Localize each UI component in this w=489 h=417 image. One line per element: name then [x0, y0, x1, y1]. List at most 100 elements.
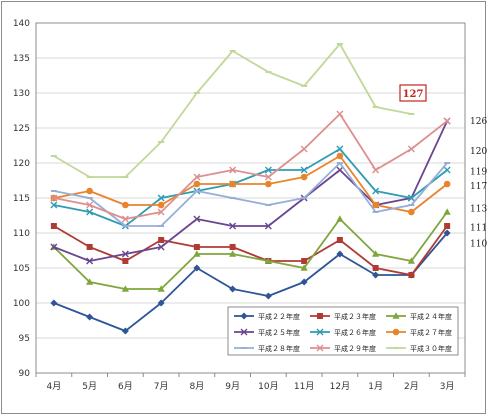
data-point [86, 197, 93, 199]
data-point [317, 313, 323, 319]
series-line [53, 148, 448, 227]
data-point [229, 222, 237, 230]
data-point [407, 145, 415, 153]
x-tick-label: 11月 [294, 381, 314, 392]
data-point [241, 347, 247, 349]
y-tick-label: 105 [13, 264, 30, 274]
data-point [193, 264, 201, 272]
data-point [301, 197, 308, 199]
data-point [50, 155, 57, 157]
data-point [229, 250, 237, 257]
data-point [158, 225, 165, 227]
y-tick-label: 130 [13, 89, 30, 99]
data-point [336, 145, 344, 153]
data-point [316, 328, 324, 336]
data-point [336, 215, 344, 222]
data-point [265, 204, 272, 206]
end-value-label: 119 [470, 167, 487, 177]
data-point [372, 201, 379, 209]
data-point [157, 285, 165, 292]
data-point [336, 43, 343, 45]
data-point [408, 113, 415, 115]
data-point [122, 201, 129, 209]
data-point [393, 347, 399, 349]
data-point [193, 215, 201, 223]
series-7 [50, 162, 451, 227]
series-line [53, 162, 448, 227]
data-point [50, 243, 58, 251]
legend-label: 平成２２年度 [258, 312, 300, 321]
legend-label: 平成２３年度 [334, 312, 376, 321]
x-tick-label: 6月 [118, 381, 133, 392]
legend-item: 平成２３年度 [310, 312, 376, 321]
legend-label: 平成２８年度 [258, 344, 300, 353]
data-point [264, 257, 272, 264]
data-point [121, 215, 129, 223]
data-point [193, 92, 200, 94]
end-value-label: 120 [470, 147, 487, 157]
series-5 [50, 145, 451, 230]
data-point [50, 201, 58, 209]
data-point [86, 313, 94, 321]
legend-label: 平成２５年度 [258, 328, 300, 337]
x-tick-label: 10月 [258, 381, 278, 392]
data-point [265, 180, 272, 188]
data-point [392, 328, 400, 336]
data-point [193, 250, 201, 257]
data-point [86, 208, 94, 216]
x-tick-label: 9月 [225, 381, 240, 392]
data-point [122, 225, 129, 227]
legend-item: 平成２６年度 [310, 328, 376, 337]
legend-label: 平成２７年度 [410, 328, 452, 337]
series-8 [50, 110, 451, 223]
data-point [229, 166, 237, 174]
data-point [372, 187, 380, 195]
data-point [157, 208, 165, 216]
data-point [264, 292, 272, 300]
legend-item: 平成２４年度 [386, 312, 452, 321]
data-point [121, 327, 129, 335]
series-line [53, 155, 448, 213]
legend-box [227, 306, 459, 356]
series-line [53, 225, 448, 276]
data-point [407, 194, 415, 202]
x-tick-label: 3月 [440, 381, 455, 392]
series-1 [50, 229, 451, 335]
data-point [121, 285, 129, 292]
legend-label: 平成３０年度 [410, 344, 452, 353]
data-point [443, 166, 451, 174]
series-line [53, 113, 448, 220]
data-point [50, 299, 58, 307]
series-line [53, 43, 412, 178]
data-point [121, 250, 129, 258]
legend-item: 平成３０年度 [386, 344, 452, 353]
data-point [157, 243, 165, 251]
data-point [240, 328, 248, 336]
end-value-label: 111 [470, 223, 487, 233]
x-tick-label: 2月 [404, 381, 419, 392]
x-tick-label: 1月 [368, 381, 383, 392]
y-tick-label: 125 [13, 124, 30, 134]
series-6 [50, 152, 451, 216]
data-point [229, 285, 237, 293]
data-point [229, 180, 236, 188]
data-point [264, 222, 272, 230]
series-2 [50, 223, 451, 278]
data-point [193, 180, 201, 188]
callout-box [399, 84, 427, 102]
series-line [53, 211, 448, 290]
series-line [53, 120, 448, 262]
end-value-label: 126 [470, 117, 487, 127]
y-tick-label: 90 [19, 369, 31, 379]
y-tick-label: 135 [13, 54, 30, 64]
data-point [336, 152, 344, 160]
data-point [407, 257, 415, 264]
data-point [300, 145, 308, 153]
data-point [240, 312, 248, 320]
data-point [372, 211, 379, 213]
data-point [193, 173, 201, 181]
data-point [229, 197, 236, 199]
